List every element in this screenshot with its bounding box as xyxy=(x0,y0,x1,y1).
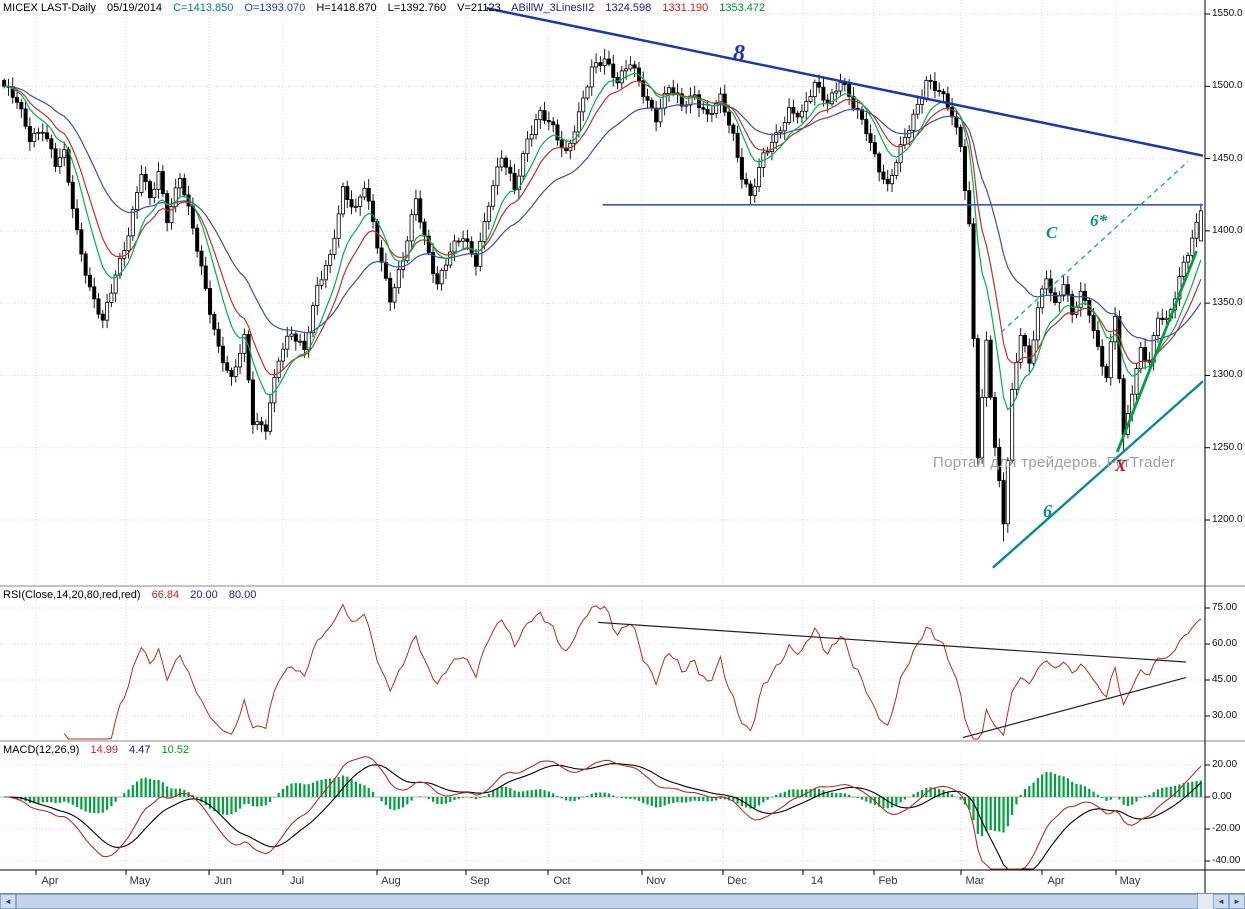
scroll-left-button-2[interactable]: ◄ xyxy=(1213,894,1229,909)
annotation-wave-8[interactable]: 8 xyxy=(733,41,745,67)
scroll-left-button[interactable]: ◄ xyxy=(0,894,16,909)
x-axis-month-label: May xyxy=(129,875,151,887)
study-value-red: 1331.190 xyxy=(662,2,709,14)
macd-signal-value: 4.47 xyxy=(129,744,151,756)
projection-line-6star[interactable] xyxy=(1000,160,1189,333)
watermark: Портал для трейдеров. ForTrader xyxy=(933,454,1176,471)
x-axis-month-label: Jun xyxy=(214,875,232,887)
uptrend-line-6[interactable] xyxy=(992,380,1204,569)
rsi-value: 66.84 xyxy=(151,589,180,601)
x-axis-month-label: Feb xyxy=(878,875,898,887)
date-label: 05/19/2014 xyxy=(106,2,163,14)
x-axis-month-label: May xyxy=(1119,875,1141,887)
macd-histogram xyxy=(7,772,1202,837)
x-axis-month-label: Mar xyxy=(965,875,985,887)
macd-hist-value: 10.52 xyxy=(161,744,190,756)
annotation-wave-6[interactable]: 6 xyxy=(1043,501,1052,521)
x-axis-month-label: 14 xyxy=(810,875,824,887)
low-value: L=1392.760 xyxy=(387,2,447,14)
x-axis-month-label: Nov xyxy=(646,875,666,887)
annotation-mark-x[interactable]: X xyxy=(1115,456,1127,475)
scroll-left-icon: ◄ xyxy=(4,897,12,906)
close-value: C=1413.850 xyxy=(173,2,234,14)
x-axis-month-label: Apr xyxy=(41,875,59,887)
annotation-wave-c[interactable]: C xyxy=(1046,223,1058,242)
candlesticks xyxy=(2,48,1203,542)
steep-uptrend-line[interactable] xyxy=(1115,250,1198,453)
rsi-downtrend[interactable] xyxy=(598,621,1186,663)
rsi-line[interactable] xyxy=(63,603,1202,740)
volume-value: V=21123 xyxy=(457,2,501,14)
scroll-right-icon: ► xyxy=(1233,897,1241,906)
horizontal-scrollbar: ◄ ◄ ► xyxy=(0,894,1245,909)
ma-mid-red-line[interactable] xyxy=(4,80,1202,376)
ma-fast-green-line[interactable] xyxy=(4,72,1202,411)
macd-label: MACD(12,26,9) xyxy=(3,744,80,756)
ma-slow-navy-line[interactable] xyxy=(4,85,1202,342)
x-axis-month-label: Aug xyxy=(381,875,401,887)
x-axis-month-label: Sep xyxy=(470,875,490,887)
open-value: O=1393.070 xyxy=(244,2,306,14)
scroll-left-icon-2: ◄ xyxy=(1217,897,1225,906)
rsi-uptrend[interactable] xyxy=(962,677,1186,739)
rsi-upper-level: 80.00 xyxy=(228,589,257,601)
rsi-label: RSI(Close,14,20,80,red,red) xyxy=(3,589,141,601)
study-name-label: ABillW_3LinesII2 xyxy=(511,2,595,14)
scrollbar-track[interactable] xyxy=(1198,894,1213,909)
downtrend-line-8[interactable] xyxy=(486,6,1204,157)
x-axis-month-label: Oct xyxy=(553,875,571,887)
symbol-label: MICEX LAST-Daily xyxy=(3,2,96,14)
x-axis-month-label: Jul xyxy=(289,875,305,887)
macd-line[interactable] xyxy=(4,756,1202,870)
macd-signal-line[interactable] xyxy=(4,763,1202,870)
rsi-lower-level: 20.00 xyxy=(190,589,218,601)
rsi-panel-header: RSI(Close,14,20,80,red,red) 66.84 20.00 … xyxy=(3,589,264,601)
scrollbar-thumb[interactable] xyxy=(16,894,1198,909)
scroll-right-button[interactable]: ► xyxy=(1229,894,1245,909)
macd-panel-header: MACD(12,26,9) 14.99 4.47 10.52 xyxy=(3,744,197,756)
macd-value: 14.99 xyxy=(90,744,119,756)
study-value-green: 1353.472 xyxy=(719,2,766,14)
study-value-navy: 1324.598 xyxy=(605,2,652,14)
high-value: H=1418.870 xyxy=(316,2,377,14)
x-axis-month-label: Dec xyxy=(727,875,747,887)
price-panel-header: MICEX LAST-Daily 05/19/2014 C=1413.850 O… xyxy=(3,2,773,14)
annotation-wave-6star[interactable]: 6* xyxy=(1090,211,1107,230)
x-axis-month-label: Apr xyxy=(1047,875,1065,887)
gridlines xyxy=(0,0,1205,869)
